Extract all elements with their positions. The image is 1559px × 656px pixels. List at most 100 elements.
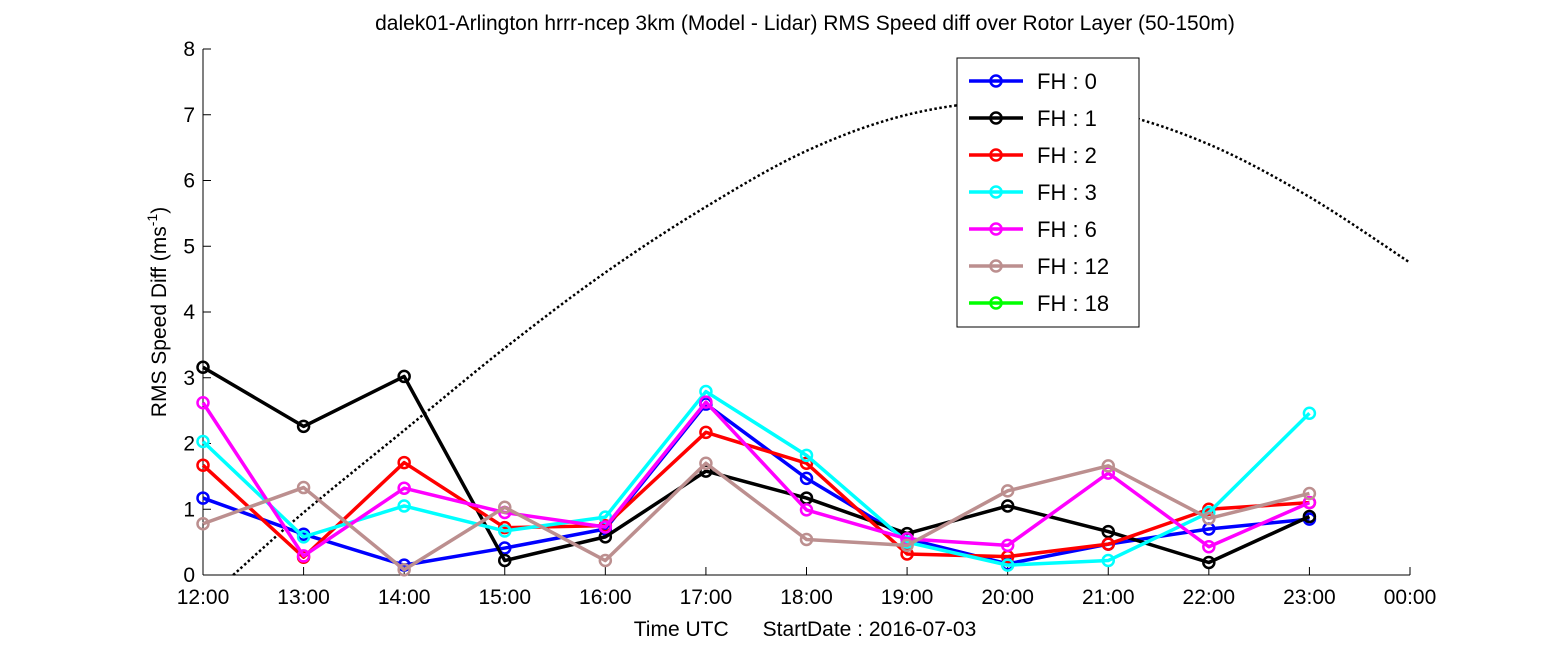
y-tick-label: 4 [183,301,195,324]
data-point [1302,406,1317,421]
data-point [799,503,814,517]
chart-title: dalek01-Arlington hrrr-ncep 3km (Model -… [375,12,1235,35]
legend-item: FH : 1 [969,106,1097,131]
legend-item: FH : 18 [969,291,1109,316]
x-tick-label: 18:00 [780,586,833,609]
legend-swatch-marker [989,259,1003,273]
series-line [201,389,1311,567]
data-point [799,456,814,470]
y-axis-label-sup: -1 [144,214,160,227]
x-axis-label-startdate: StartDate : 2016-07-03 [763,618,977,641]
series-line [202,402,1310,567]
x-tick-label: 14:00 [378,586,431,609]
legend-label: FH : 6 [1037,217,1097,242]
x-axis-label: Time UTC StartDate : 2016-07-03 [634,618,977,641]
y-axis-label-close: ) [148,207,171,214]
data-point [1101,537,1115,551]
y-tick-label: 6 [183,170,195,193]
data-point [498,524,512,538]
data-point [799,471,814,486]
data-point [1000,538,1015,553]
x-tick-label: 19:00 [881,586,934,609]
data-point [196,491,210,505]
legend-swatch-marker [989,74,1003,88]
x-tick-label: 16:00 [579,586,632,609]
legend-swatch-marker [989,148,1003,162]
series-layer [196,360,1317,577]
legend-item: FH : 0 [969,69,1097,94]
data-point [1101,524,1115,539]
legend-label: FH : 12 [1037,254,1109,279]
x-tick-label: 17:00 [680,586,733,609]
data-point [598,520,613,534]
data-point [397,499,411,513]
data-point [296,480,311,495]
y-tick-label: 1 [183,498,195,521]
data-point [296,549,311,563]
y-tick-label: 5 [183,235,195,258]
data-point [1302,495,1317,510]
x-tick-label: 15:00 [478,586,531,609]
x-tick-label: 22:00 [1183,586,1236,609]
data-point [498,500,512,515]
y-tick-label: 0 [183,564,195,587]
data-point [196,516,210,531]
data-point [699,425,713,440]
data-point [900,538,914,553]
x-tick-label: 12:00 [177,586,230,609]
y-axis-label: RMS Speed Diff (ms-1) [144,207,171,417]
x-tick-label: 21:00 [1082,586,1135,609]
data-point [397,455,411,470]
legend-item: FH : 3 [969,180,1097,205]
data-point [1000,484,1015,498]
legend-swatch-marker [989,185,1003,199]
legend-label: FH : 0 [1037,69,1097,94]
data-point [397,481,411,495]
data-point [196,395,210,410]
data-point [296,419,311,434]
plot-frame [202,49,1410,576]
series-3 [196,384,1317,572]
data-point [598,553,613,568]
x-axis: 12:00 13:00 14:00 15:00 16:00 17:00 18:00 19:00… [177,567,1437,609]
data-point [498,553,512,568]
reference-curve [232,100,1411,576]
reference-curve-line [232,100,1411,576]
data-point [699,395,713,409]
data-point [1202,555,1216,570]
data-point [196,360,210,374]
y-axis-label-main: RMS Speed Diff (ms [148,226,171,417]
data-point [397,369,411,384]
data-point [1302,509,1317,524]
data-point [1000,499,1015,513]
data-point [296,530,311,544]
y-tick-label: 3 [183,367,195,390]
x-tick-label: 23:00 [1283,586,1336,609]
data-point [1202,539,1216,554]
data-point [196,434,210,449]
data-point [196,458,210,472]
legend-item: FH : 12 [969,254,1109,279]
y-axis: 0 1 2 3 4 5 6 7 8 [183,38,211,587]
legend-label: FH : 3 [1037,180,1097,205]
legend: FH : 0 FH : 1 FH : 2 FH : 3 FH : 6 FH : 12 FH … [956,57,1140,328]
series-line [201,400,1311,558]
legend-swatch-marker [989,222,1003,236]
data-point [699,456,713,470]
data-point [1101,553,1115,568]
legend-label: FH : 1 [1037,106,1097,131]
data-point [1000,558,1015,572]
x-tick-label: 13:00 [277,586,330,609]
x-tick-label: 00:00 [1384,586,1437,609]
data-point [799,532,814,547]
legend-item: FH : 2 [969,143,1097,168]
series-5 [196,456,1317,577]
x-tick-label: 20:00 [981,586,1034,609]
series-line [202,461,1310,572]
legend-label: FH : 18 [1037,291,1109,316]
data-point [799,448,814,463]
y-tick-label: 8 [183,38,195,61]
y-tick-label: 2 [183,433,195,456]
data-point [397,562,411,577]
